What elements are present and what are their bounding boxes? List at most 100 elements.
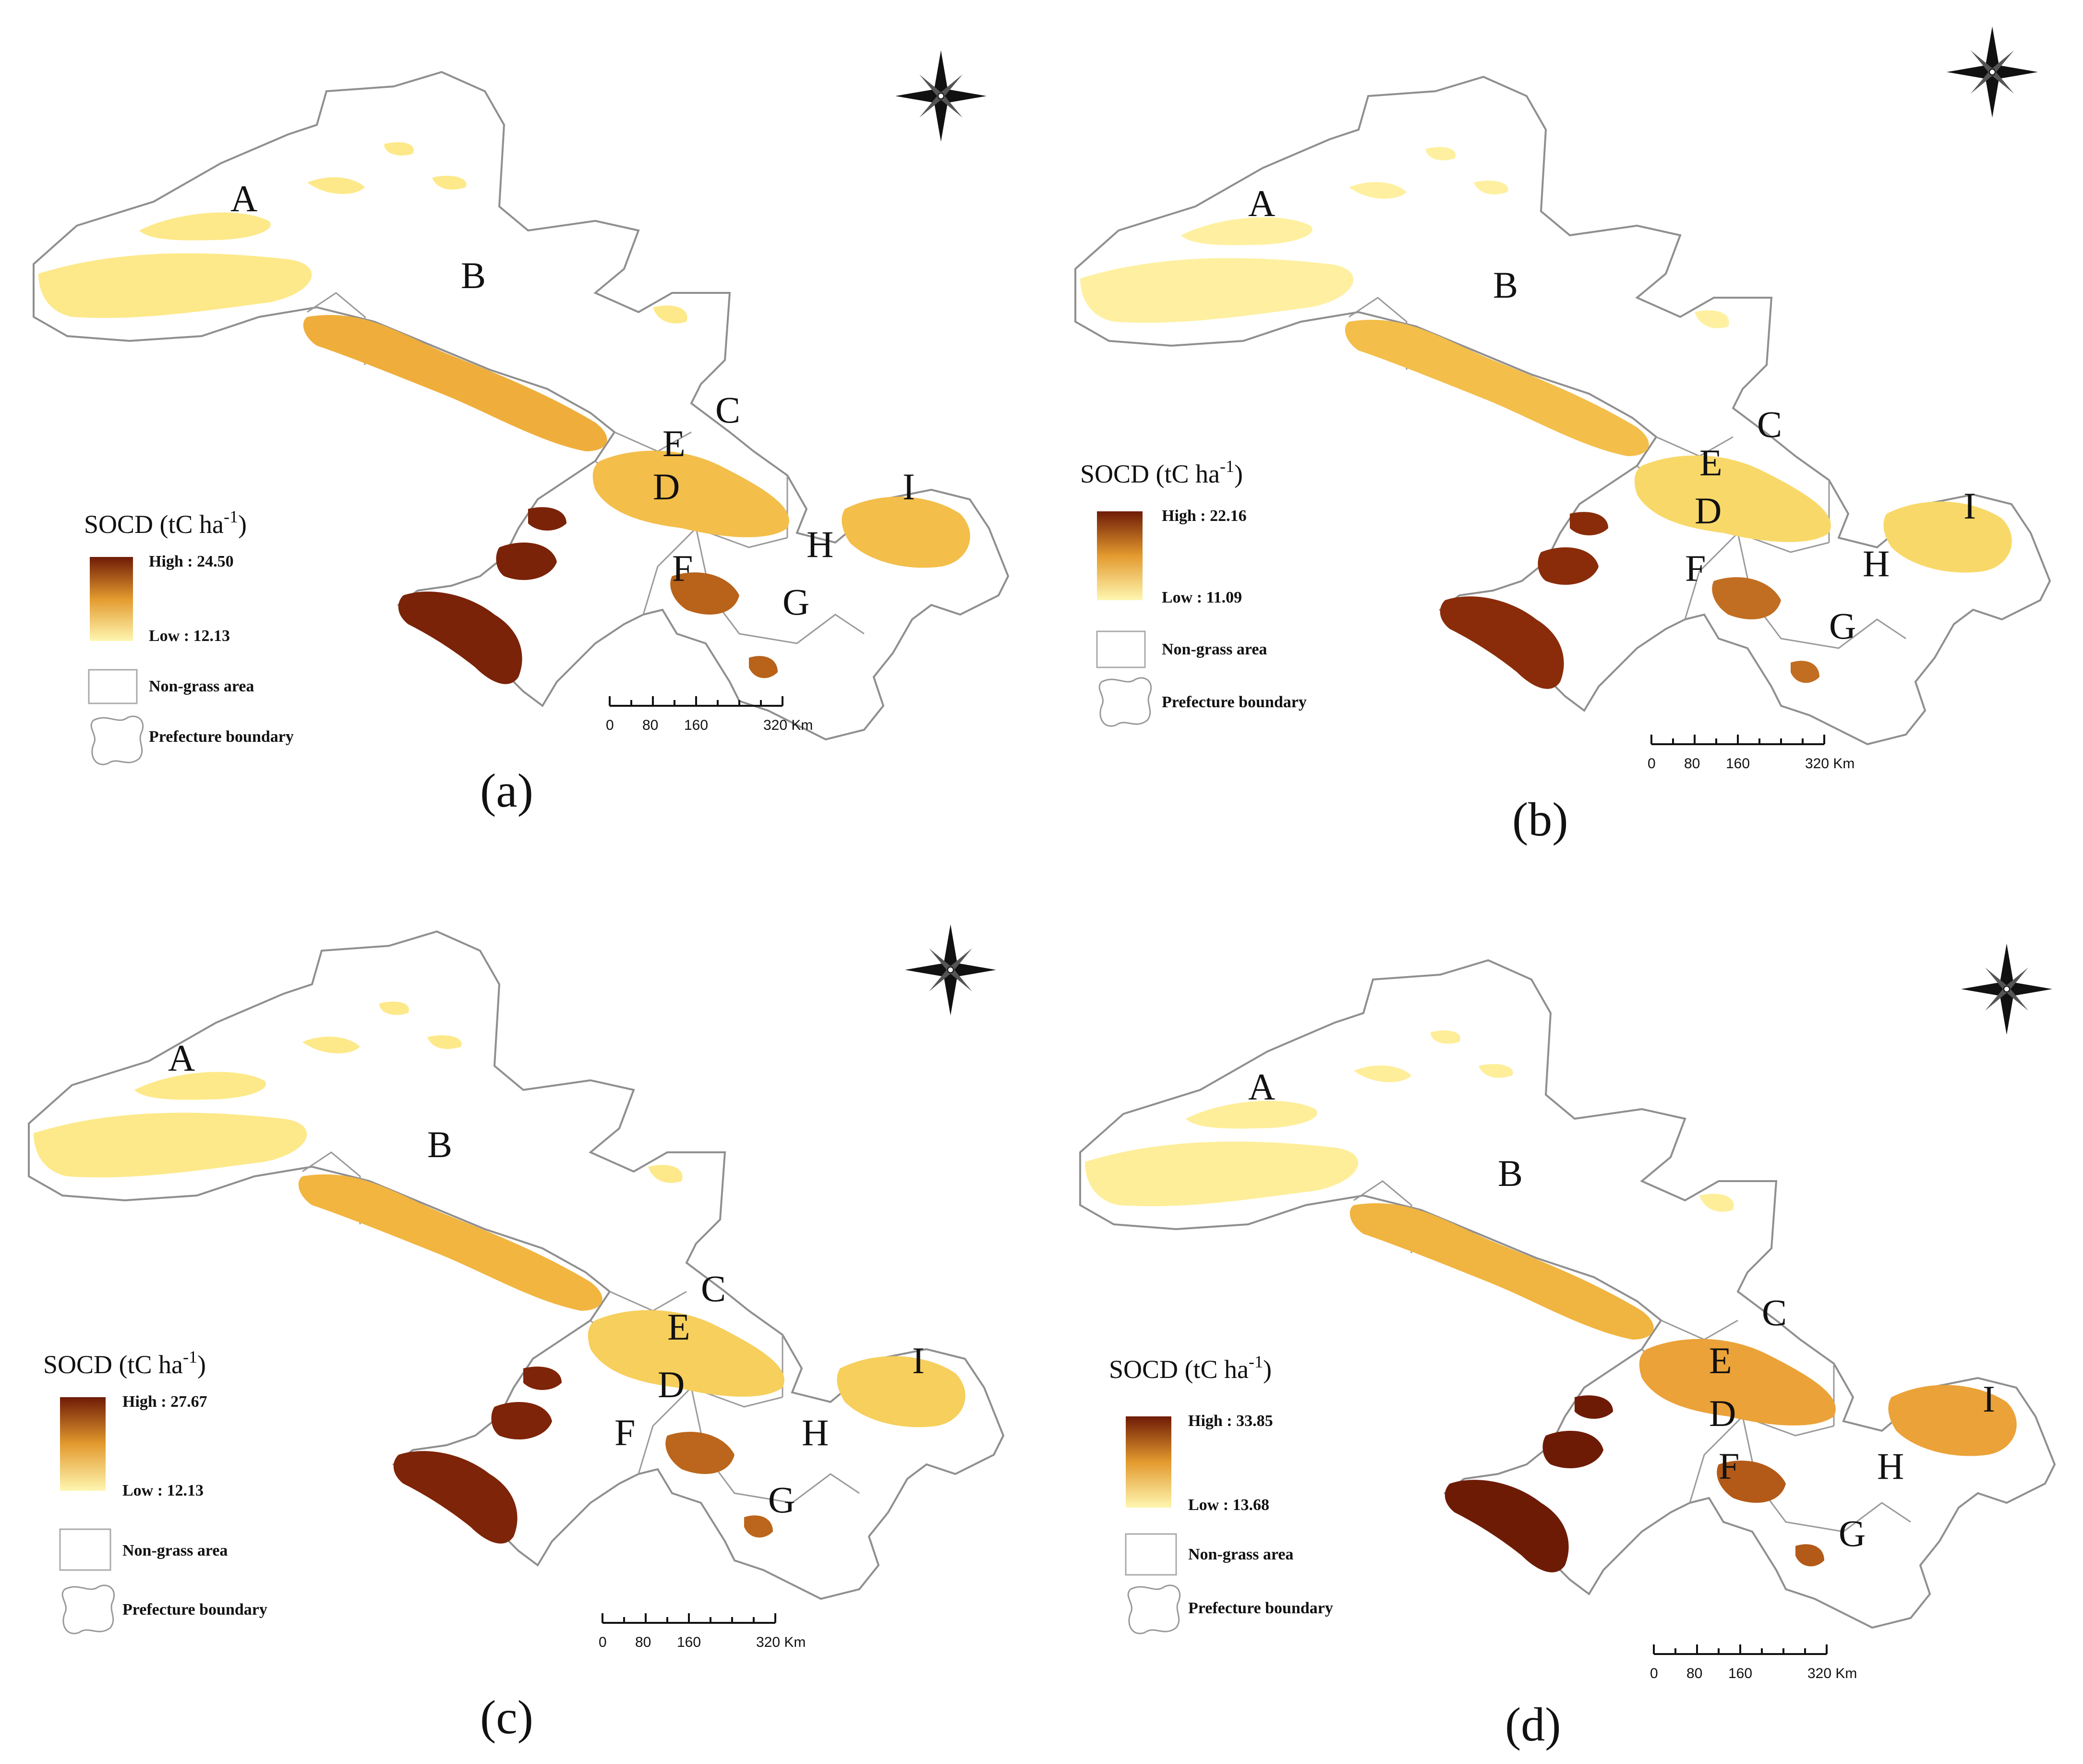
panel-b: A B C D E F G H I [1074, 76, 2051, 745]
region-label-b: B [461, 254, 486, 296]
color-ramp-d [1126, 1416, 1171, 1508]
legend-title-a: SOCD (tC ha-1) [84, 507, 247, 539]
svg-text:C: C [1757, 403, 1782, 445]
non-grass-swatch-a [88, 669, 138, 704]
svg-text:A: A [1248, 1066, 1275, 1108]
region-label-h: H [807, 523, 833, 565]
svg-text:160: 160 [1726, 756, 1750, 772]
panel-letter-b: (b) [1512, 793, 1568, 846]
svg-text:320 Km: 320 Km [1807, 1666, 1857, 1681]
svg-text:Non-grass area: Non-grass area [1188, 1546, 1293, 1563]
svg-text:E: E [1709, 1340, 1732, 1381]
color-ramp-a [90, 557, 133, 641]
scale-bar-c: 0 80 160 320 Km [599, 1612, 806, 1650]
region-label-c: C [715, 389, 740, 431]
svg-text:80: 80 [642, 717, 658, 733]
svg-text:SOCD (tC ha-1): SOCD (tC ha-1) [1109, 1352, 1272, 1384]
svg-text:I: I [912, 1340, 925, 1381]
svg-text:0: 0 [599, 1634, 607, 1650]
map-d [1079, 959, 2056, 1629]
panel-d: A B C D E F G H I [1079, 959, 2056, 1629]
region-label-i: I [903, 466, 915, 507]
svg-text:High : 22.16: High : 22.16 [1162, 507, 1247, 525]
svg-text:E: E [667, 1306, 690, 1348]
region-labels-d: A B C D E F G H I [1248, 1066, 1995, 1554]
svg-text:Prefecture boundary: Prefecture boundary [122, 1601, 267, 1619]
svg-text:160: 160 [677, 1634, 701, 1650]
svg-text:High : 33.85: High : 33.85 [1188, 1412, 1273, 1430]
svg-text:0: 0 [606, 717, 614, 733]
svg-text:80: 80 [1684, 756, 1700, 772]
region-label-e: E [662, 423, 686, 464]
svg-text:A: A [168, 1037, 195, 1079]
svg-text:160: 160 [1728, 1666, 1752, 1681]
color-ramp-c [60, 1397, 106, 1491]
svg-text:320 Km: 320 Km [1805, 756, 1854, 772]
svg-text:C: C [1762, 1292, 1787, 1333]
svg-text:C: C [701, 1268, 726, 1309]
svg-text:E: E [1699, 442, 1722, 483]
legend-non-grass-a: Non-grass area [149, 677, 254, 695]
svg-text:0: 0 [1650, 1666, 1658, 1681]
legend-b: SOCD (tC ha-1) High : 22.16 Low : 11.09 … [1080, 457, 1307, 727]
prefecture-symbol-a [90, 715, 144, 765]
svg-text:B: B [1493, 264, 1518, 306]
non-grass-swatch-c [59, 1528, 111, 1571]
svg-text:H: H [1863, 543, 1890, 584]
svg-text:Low : 13.68: Low : 13.68 [1188, 1496, 1269, 1514]
svg-text:A: A [1248, 182, 1275, 224]
svg-text:I: I [1963, 485, 1976, 527]
legend-low-a: Low : 12.13 [149, 627, 230, 645]
svg-text:Low : 12.13: Low : 12.13 [122, 1482, 204, 1499]
svg-text:SOCD (tC ha-1): SOCD (tC ha-1) [43, 1347, 206, 1379]
svg-text:D: D [1709, 1392, 1736, 1434]
color-ramp-b [1097, 511, 1143, 600]
panel-letter-c: (c) [480, 1691, 533, 1744]
svg-text:Non-grass area: Non-grass area [1162, 640, 1267, 658]
svg-text:320 Km: 320 Km [756, 1634, 806, 1650]
svg-text:H: H [1877, 1445, 1904, 1487]
panel-a: A B C D E F G H I [33, 71, 1009, 740]
svg-text:F: F [614, 1412, 635, 1453]
compass-rose-icon [904, 924, 997, 1016]
svg-text:G: G [768, 1479, 795, 1521]
panel-letter-d: (d) [1505, 1698, 1561, 1751]
region-label-d: D [653, 466, 680, 507]
legend-high-a: High : 24.50 [149, 553, 234, 570]
svg-text:80: 80 [635, 1634, 651, 1650]
svg-text:D: D [658, 1364, 685, 1405]
svg-text:F: F [1685, 547, 1706, 589]
prefecture-symbol-d [1127, 1584, 1181, 1634]
svg-text:320 Km: 320 Km [763, 717, 813, 733]
region-labels-b: A B C D E F G H I [1248, 182, 1976, 647]
compass-rose-icon [1961, 943, 2053, 1035]
region-label-a: A [230, 178, 257, 219]
non-grass-swatch-d [1125, 1533, 1177, 1576]
svg-text:Prefecture boundary: Prefecture boundary [1188, 1599, 1333, 1617]
svg-text:H: H [802, 1412, 829, 1453]
svg-text:80: 80 [1686, 1666, 1702, 1681]
region-label-g: G [783, 581, 809, 623]
compass-rose-icon [1946, 26, 2038, 118]
svg-text:160: 160 [684, 717, 708, 733]
svg-text:I: I [1983, 1378, 1995, 1420]
prefecture-symbol-b [1098, 677, 1152, 727]
svg-text:B: B [427, 1124, 452, 1165]
region-labels-a: A B C D E F G H I [230, 178, 915, 623]
panel-letter-a: (a) [480, 764, 533, 817]
svg-text:G: G [1829, 605, 1856, 647]
svg-text:G: G [1839, 1512, 1866, 1554]
legend-c: SOCD (tC ha-1) High : 27.67 Low : 12.13 … [43, 1347, 267, 1634]
compass-rose-icon [895, 50, 987, 142]
svg-text:SOCD (tC ha-1): SOCD (tC ha-1) [1080, 457, 1243, 488]
scale-bar-d: 0 80 160 320 Km [1650, 1643, 1857, 1681]
svg-text:0: 0 [1648, 756, 1656, 772]
svg-text:F: F [1719, 1445, 1739, 1487]
svg-text:Non-grass area: Non-grass area [122, 1542, 228, 1559]
non-grass-swatch-b [1096, 630, 1146, 668]
scale-bar-a: 0 80 160 320 Km [606, 695, 813, 733]
svg-text:Prefecture boundary: Prefecture boundary [1162, 693, 1307, 711]
prefecture-symbol-c [61, 1584, 115, 1634]
svg-text:B: B [1498, 1152, 1523, 1194]
